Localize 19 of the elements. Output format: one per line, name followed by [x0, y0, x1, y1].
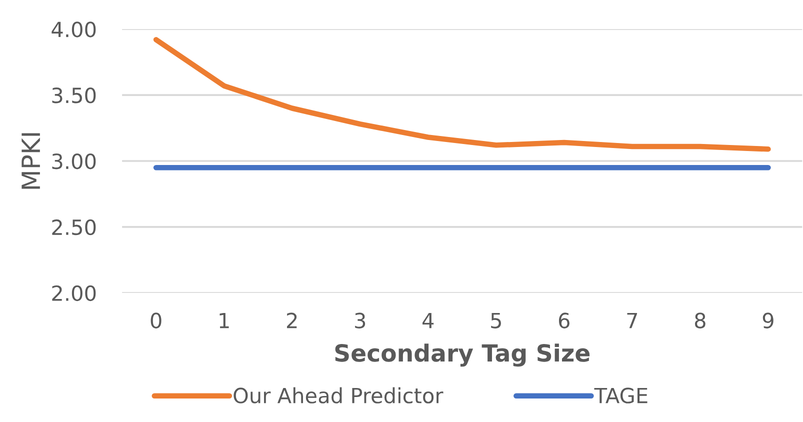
x-axis-title: Secondary Tag Size — [335, 344, 590, 367]
y-tick-label: 3.50 — [52, 88, 96, 104]
x-tick-label: 4 — [422, 312, 434, 328]
x-tick-label: 6 — [558, 312, 570, 328]
y-axis-title: MPKI — [22, 133, 40, 189]
y-tick-label: 4.00 — [52, 22, 96, 38]
legend-label: TAGE — [594, 388, 648, 404]
y-tick-label: 2.50 — [52, 219, 96, 236]
legend-label: Our Ahead Predictor — [234, 387, 444, 404]
y-tick-label: 2.00 — [52, 285, 96, 302]
x-tick-label: 8 — [694, 312, 706, 328]
x-tick-label: 9 — [762, 312, 774, 328]
x-tick-label: 2 — [286, 312, 297, 328]
x-tick-label: 1 — [220, 312, 229, 328]
y-tick-label: 3.00 — [52, 153, 96, 170]
x-tick-label: 5 — [491, 312, 501, 328]
x-tick-label: 7 — [627, 312, 638, 328]
x-tick-label: 3 — [355, 312, 366, 328]
x-tick-label: 0 — [150, 312, 162, 328]
